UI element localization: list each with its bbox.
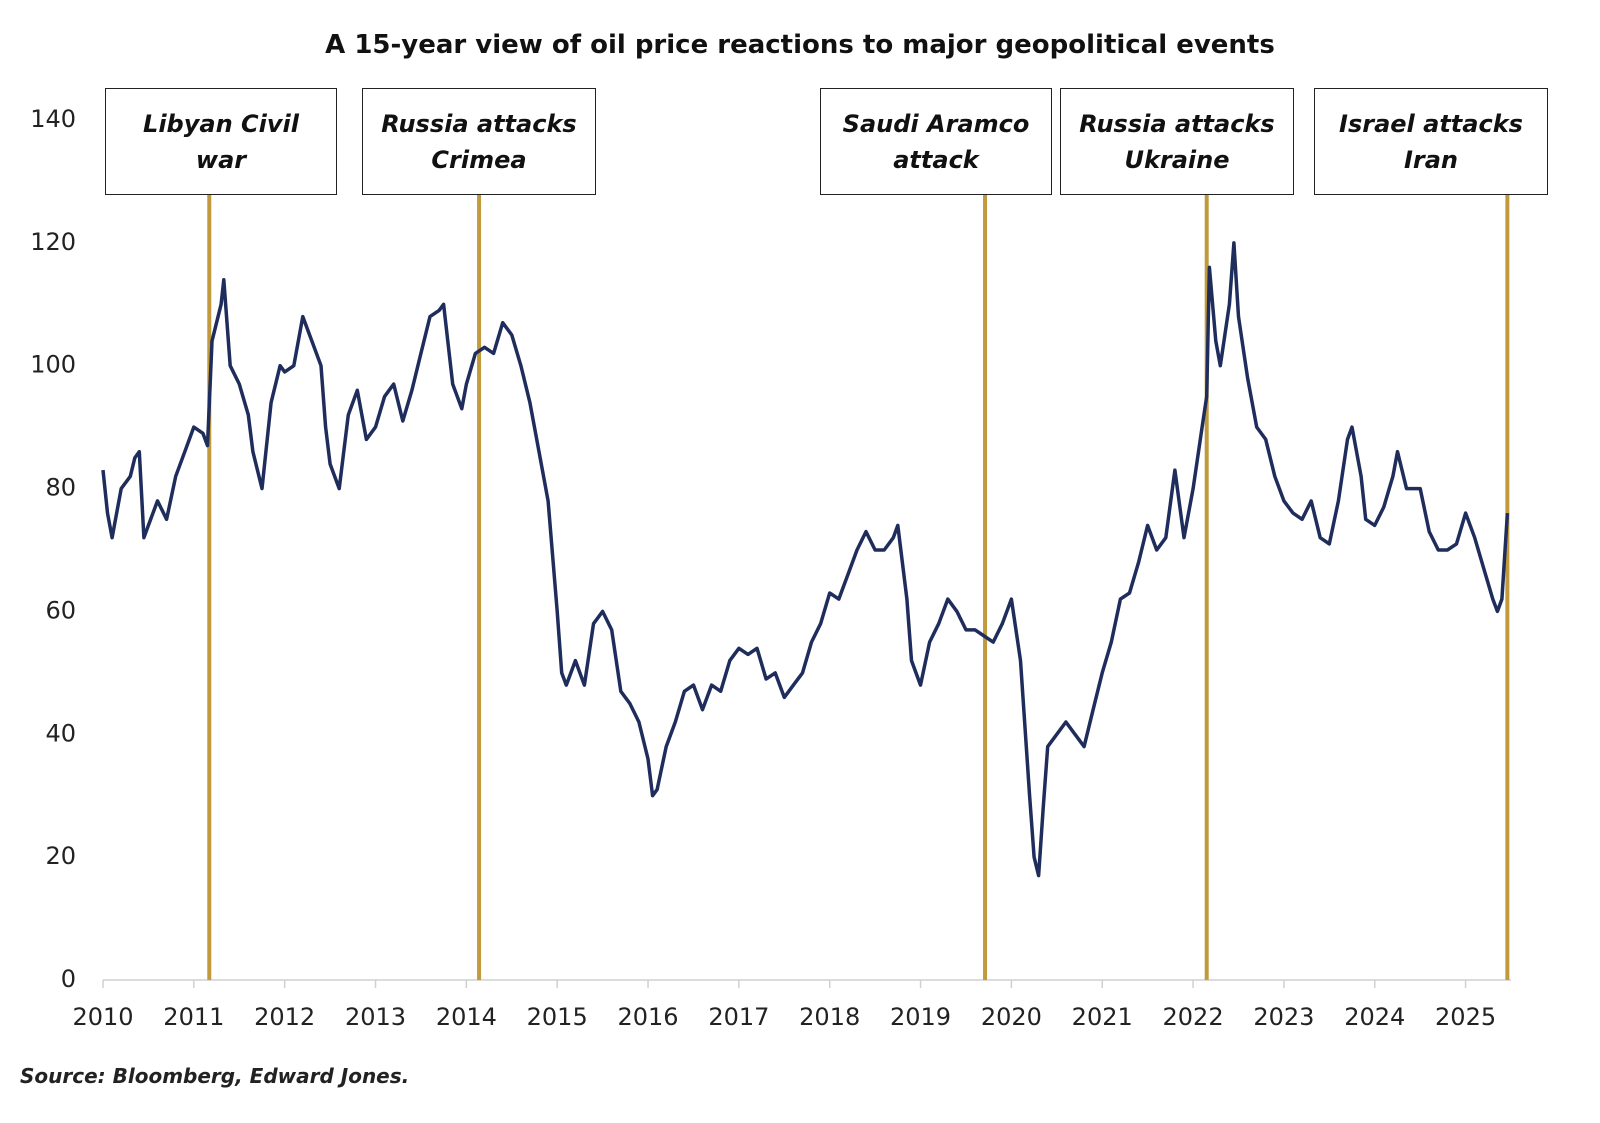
x-tick-label: 2021 (1072, 1003, 1133, 1031)
y-tick-label: 140 (30, 105, 76, 133)
price-line (101, 241, 1510, 878)
x-tick-label: 2013 (345, 1003, 406, 1031)
y-tick-label: 20 (45, 842, 76, 870)
event-label: Russia attacks Crimea (362, 88, 596, 195)
x-tick-label: 2016 (617, 1003, 678, 1031)
x-tick-label: 2014 (436, 1003, 497, 1031)
x-tick-label: 2023 (1253, 1003, 1314, 1031)
x-tick-label: 2015 (527, 1003, 588, 1031)
x-tick-label: 2020 (981, 1003, 1042, 1031)
event-label: Russia attacks Ukraine (1060, 88, 1294, 195)
source-note: Source: Bloomberg, Edward Jones. (20, 1064, 410, 1088)
x-tick-label: 2024 (1344, 1003, 1405, 1031)
event-label: Saudi Aramco attack (820, 88, 1052, 195)
y-tick-label: 100 (30, 351, 76, 379)
x-tick-label: 2010 (72, 1003, 133, 1031)
y-tick-label: 40 (45, 719, 76, 747)
chart-title: A 15-year view of oil price reactions to… (325, 30, 1275, 60)
y-tick-label: 80 (45, 474, 76, 502)
x-tick-label: 2022 (1163, 1003, 1224, 1031)
event-label: Libyan Civil war (105, 88, 337, 195)
x-tick-label: 2019 (890, 1003, 951, 1031)
y-tick-label: 120 (30, 228, 76, 256)
y-tick-label: 60 (45, 596, 76, 624)
x-tick-label: 2018 (799, 1003, 860, 1031)
x-tick-label: 2012 (254, 1003, 315, 1031)
x-tick-label: 2025 (1435, 1003, 1496, 1031)
x-tick-label: 2017 (708, 1003, 769, 1031)
event-label: Israel attacks Iran (1314, 88, 1548, 195)
y-tick-label: 0 (61, 965, 76, 993)
x-tick-label: 2011 (163, 1003, 224, 1031)
